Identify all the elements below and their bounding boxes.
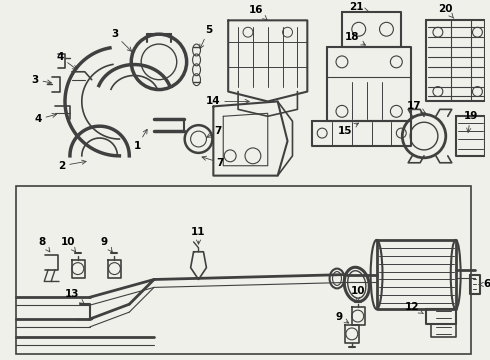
Text: 6: 6 <box>479 279 490 289</box>
Text: 3: 3 <box>111 29 132 51</box>
Text: 16: 16 <box>248 5 267 20</box>
Text: 9: 9 <box>101 237 112 252</box>
Text: 18: 18 <box>344 32 366 45</box>
Text: 7: 7 <box>207 126 222 137</box>
Text: 21: 21 <box>349 3 368 13</box>
Text: 13: 13 <box>65 289 84 303</box>
Text: 2: 2 <box>58 160 86 171</box>
Text: 10: 10 <box>350 286 365 301</box>
Text: 5: 5 <box>200 25 212 49</box>
Text: 4: 4 <box>35 113 56 124</box>
Text: 11: 11 <box>191 227 206 244</box>
Bar <box>16 185 470 354</box>
Text: 3: 3 <box>32 75 51 85</box>
Text: 20: 20 <box>439 4 454 18</box>
Text: 4: 4 <box>56 52 77 69</box>
Text: 9: 9 <box>336 312 349 323</box>
Text: 7: 7 <box>202 156 224 168</box>
Text: 8: 8 <box>39 237 50 252</box>
Text: 14: 14 <box>206 96 249 107</box>
Text: 17: 17 <box>407 102 425 113</box>
Text: 1: 1 <box>134 129 147 151</box>
Text: 10: 10 <box>61 237 75 252</box>
Text: 15: 15 <box>338 123 359 136</box>
Text: 12: 12 <box>405 302 423 314</box>
Text: 19: 19 <box>464 111 478 132</box>
